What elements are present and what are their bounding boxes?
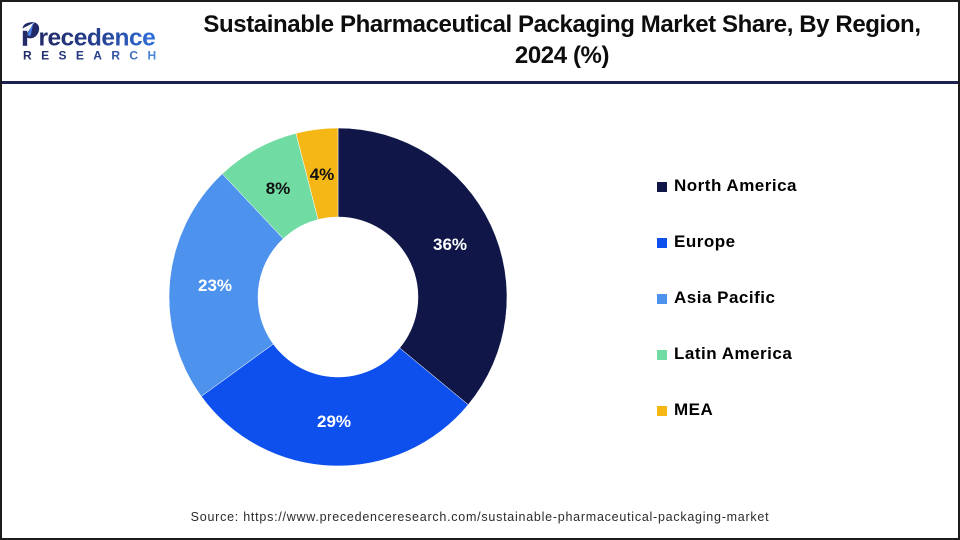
svg-text:recedence: recedence xyxy=(39,25,156,52)
svg-text:8%: 8% xyxy=(266,179,291,198)
svg-text:36%: 36% xyxy=(433,235,467,254)
svg-text:RESEARCH: RESEARCH xyxy=(23,49,166,63)
svg-text:4%: 4% xyxy=(310,165,335,184)
svg-text:29%: 29% xyxy=(317,412,351,431)
svg-text:23%: 23% xyxy=(198,276,232,295)
